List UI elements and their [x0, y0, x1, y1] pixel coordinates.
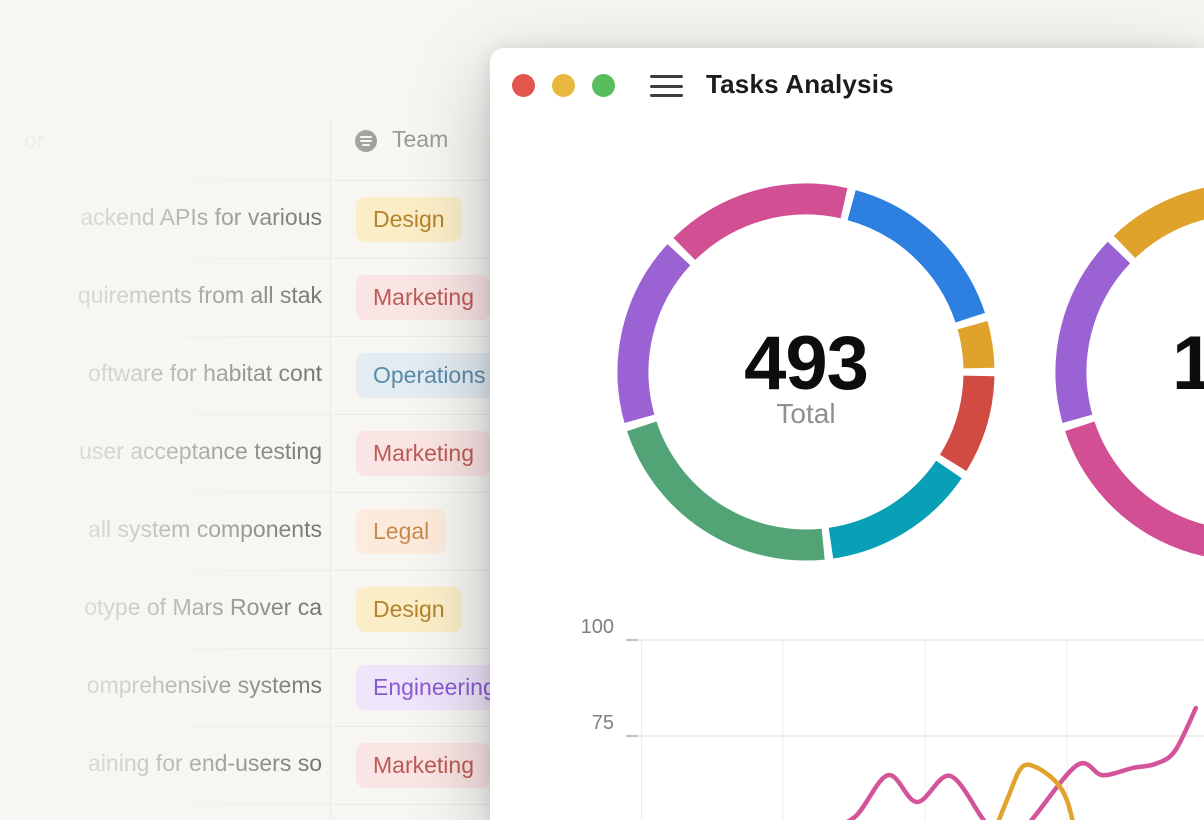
- task-name-cell[interactable]: user acceptance testing: [79, 438, 322, 464]
- donut-segment: [1055, 241, 1131, 423]
- team-tag[interactable]: Design: [356, 196, 462, 242]
- donut-segment: [939, 375, 995, 472]
- team-tag[interactable]: Marketing: [356, 274, 491, 320]
- donut-segment: [847, 190, 985, 323]
- traffic-light-zoom-button[interactable]: [592, 74, 615, 97]
- task-name-cell[interactable]: quirements from all stak: [77, 282, 322, 308]
- donut-center-value: 493: [744, 321, 869, 406]
- team-tag[interactable]: Marketing: [356, 430, 491, 476]
- select-property-icon: [355, 130, 377, 152]
- y-axis-tick-75: 75: [591, 712, 614, 734]
- donut-segment: [617, 244, 691, 423]
- team-tag[interactable]: Engineering: [356, 664, 513, 710]
- series-amber: [996, 762, 1075, 820]
- task-name-cell[interactable]: oftware for habitat cont: [88, 360, 322, 386]
- menu-icon[interactable]: [650, 72, 683, 98]
- donut2-center-value: 1: [1172, 321, 1204, 406]
- traffic-light-minimize-button[interactable]: [552, 74, 575, 97]
- team-tag[interactable]: Design: [356, 586, 462, 632]
- task-name-cell[interactable]: omprehensive systems: [86, 672, 322, 698]
- donut-segment: [1065, 421, 1204, 557]
- line-chart: [626, 639, 1204, 820]
- task-name-cell[interactable]: aining for end-users so: [88, 750, 322, 776]
- traffic-light-close-button[interactable]: [512, 74, 535, 97]
- donut-chart-partial: [1055, 187, 1204, 557]
- tasks-analysis-window: Tasks Analysis 493 Total 1 100 75: [490, 48, 1204, 820]
- series-pink: [846, 705, 1199, 820]
- team-tag[interactable]: Operations: [356, 352, 503, 398]
- donut-segment: [957, 320, 995, 369]
- donut-segment: [673, 183, 848, 261]
- task-name-cell[interactable]: ackend APIs for various: [80, 204, 322, 230]
- donut-chart-total: [617, 183, 995, 561]
- donut-segment: [828, 460, 962, 559]
- team-tag[interactable]: Marketing: [356, 742, 491, 788]
- y-axis-tick-100: 100: [580, 616, 614, 638]
- column-header-fragment: or: [24, 127, 45, 153]
- donut-segment: [627, 421, 825, 561]
- task-name-cell[interactable]: all system components: [88, 516, 322, 542]
- donut-center-label: Total: [776, 398, 836, 429]
- column-divider: [330, 120, 331, 820]
- window-title: Tasks Analysis: [706, 69, 894, 99]
- team-tag[interactable]: Legal: [356, 508, 447, 554]
- team-column-header[interactable]: Team: [392, 126, 449, 152]
- donut-segment: [1113, 187, 1204, 259]
- task-name-cell[interactable]: otype of Mars Rover ca: [84, 594, 322, 620]
